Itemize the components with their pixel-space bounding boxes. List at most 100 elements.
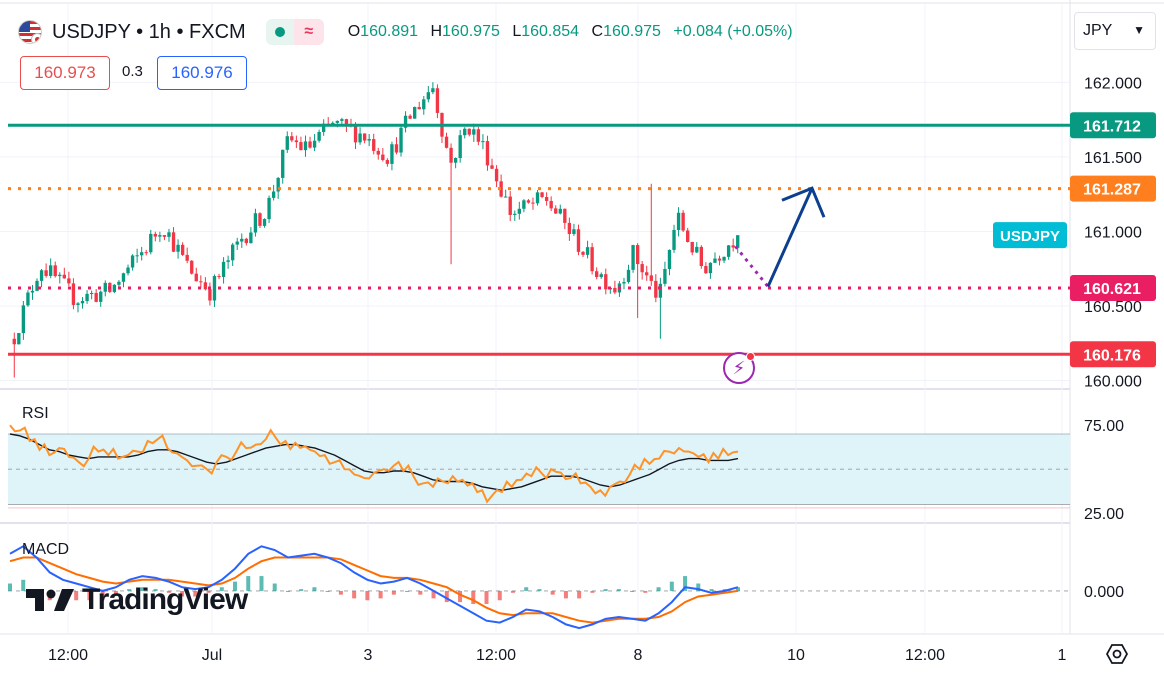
candle-body: [303, 141, 308, 151]
candle-body: [167, 232, 171, 237]
price-axis-label: 161.000: [1084, 224, 1142, 241]
time-axis-label: 12:00: [476, 647, 516, 664]
candle-body: [58, 274, 62, 277]
candle-body: [203, 282, 208, 290]
candle-body: [563, 208, 567, 223]
macd-histogram-bar: [180, 590, 185, 597]
macd-histogram-bar: [431, 590, 436, 599]
tradingview-logo-icon: [26, 589, 74, 611]
price-axis-label: 160.000: [1084, 374, 1142, 391]
candle-body: [249, 232, 253, 244]
macd-histogram-bar: [590, 590, 595, 593]
symbol-header: USDJPY • 1h • FXCM ≈ O160.891 H160.975 L…: [18, 14, 801, 50]
macd-histogram-bar: [577, 590, 582, 599]
support-level-label: 160.176: [1083, 347, 1141, 364]
price-axis-label: 160.500: [1084, 299, 1142, 316]
candle-body: [322, 123, 326, 132]
candle-body: [308, 141, 312, 148]
candle-body: [121, 273, 126, 282]
candle-body: [312, 140, 317, 148]
candle-body: [704, 266, 708, 274]
candle-body: [513, 213, 517, 215]
candle-body: [221, 261, 226, 277]
candle-body: [244, 238, 248, 244]
projection-arrow-head: [781, 186, 826, 218]
candle-body: [185, 254, 189, 261]
candle-body: [581, 251, 585, 255]
candle-body: [12, 338, 16, 345]
ohlc-high: H160.975: [430, 23, 500, 40]
candle-body: [422, 99, 426, 110]
macd-histogram-bar: [458, 590, 463, 603]
buy-price-button[interactable]: 160.976: [157, 56, 247, 90]
support-level-tag: [1070, 341, 1156, 368]
candle-body: [344, 119, 349, 125]
macd-histogram-bar: [537, 589, 542, 591]
candle-body: [717, 258, 722, 261]
candle-body: [572, 229, 576, 234]
candle-body: [258, 213, 262, 226]
target-level-label: 161.287: [1083, 182, 1141, 199]
macd-histogram-bar: [8, 583, 12, 591]
candle-body: [358, 133, 362, 143]
interval-label: 1h: [148, 20, 171, 43]
symbol-badge: [993, 222, 1067, 249]
candle-body: [212, 276, 217, 301]
tradingview-logo: TradingView: [24, 583, 248, 617]
macd-histogram-bar: [484, 590, 489, 604]
symbol-title[interactable]: USDJPY • 1h • FXCM: [52, 21, 246, 44]
macd-histogram-bar: [405, 590, 410, 592]
candle-body: [645, 272, 649, 276]
candle-body: [699, 246, 703, 267]
candle-body: [226, 260, 230, 262]
macd-histogram-bar: [21, 579, 26, 591]
sell-price-button[interactable]: 160.973: [20, 56, 110, 90]
candle-body: [331, 122, 335, 125]
candle-body: [576, 229, 581, 252]
macd-histogram-bar: [87, 590, 92, 601]
candle-body: [499, 181, 503, 197]
candle-body: [171, 232, 176, 252]
candle-body: [149, 233, 153, 253]
macd-histogram-bar: [100, 590, 105, 601]
spread-value: 0.3: [122, 63, 143, 80]
currency-select[interactable]: JPY ▼: [1074, 12, 1156, 50]
candle-body: [449, 147, 453, 163]
ohlc-open: O160.891: [347, 23, 419, 40]
macd-histogram-bar: [709, 589, 714, 591]
candle-body: [353, 125, 358, 143]
candle-body: [67, 278, 71, 284]
market-status-pill[interactable]: ≈: [265, 19, 324, 45]
candle-body: [463, 128, 467, 136]
candle-body: [180, 244, 185, 255]
candle-body: [71, 283, 76, 305]
rsi-line: [9, 424, 739, 504]
candle-body: [62, 274, 66, 279]
title-separator: •: [130, 20, 149, 43]
candle-body: [713, 258, 717, 263]
candle-body: [294, 140, 299, 143]
macd-histogram-bar: [140, 587, 145, 591]
candle-body: [372, 139, 376, 151]
candle-body: [476, 129, 481, 142]
candle-body: [267, 197, 271, 220]
macd-title: MACD: [22, 541, 69, 558]
macd-histogram-bar: [338, 590, 343, 595]
candle-body: [99, 291, 103, 302]
flash-alert-icon[interactable]: ⚡: [723, 352, 755, 384]
symbol-badge-label: USDJPY: [1000, 228, 1060, 245]
symbol-name: USDJPY: [52, 20, 131, 43]
candle-body: [144, 252, 148, 254]
candle-body: [544, 196, 549, 201]
macd-line: [9, 545, 739, 630]
candle-body: [667, 249, 672, 269]
candle-body: [567, 222, 572, 234]
candle-body: [631, 245, 635, 270]
time-axis-label: 3: [364, 647, 373, 664]
resistance-level-tag: [1070, 112, 1156, 139]
settings-button[interactable]: [1100, 640, 1134, 668]
candle-body: [522, 200, 526, 209]
rsi-axis-label: 75.00: [1084, 418, 1124, 435]
